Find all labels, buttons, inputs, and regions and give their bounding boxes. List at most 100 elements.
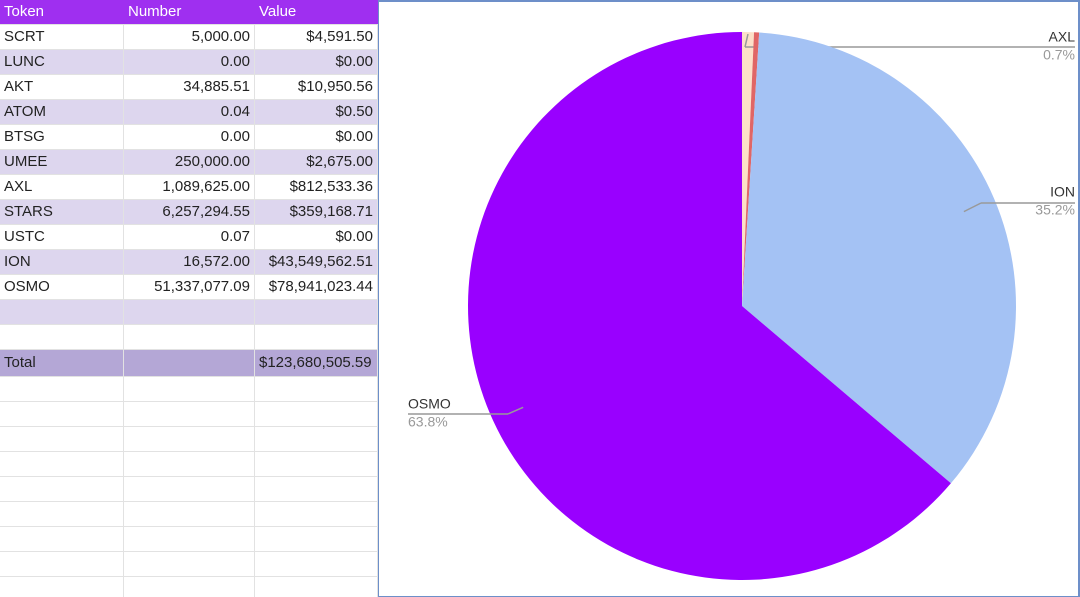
table-row: UMEE 250,000.00 $2,675.00 <box>0 150 378 175</box>
total-row: Total $123,680,505.59 <box>0 350 378 377</box>
cell[interactable] <box>124 427 255 451</box>
cell[interactable] <box>124 402 255 426</box>
cell[interactable] <box>255 577 378 597</box>
empty-row <box>0 502 378 527</box>
cell[interactable]: 51,337,077.09 <box>124 275 255 299</box>
pie-slice <box>742 32 760 306</box>
cell[interactable] <box>0 452 124 476</box>
pie-slice <box>742 32 1016 484</box>
cell[interactable]: Total <box>0 350 124 376</box>
cell[interactable]: $123,680,505.59 <box>255 350 378 376</box>
cell[interactable]: OSMO <box>0 275 124 299</box>
cell[interactable]: $359,168.71 <box>255 200 378 224</box>
cell[interactable] <box>124 527 255 551</box>
table-row: ION 16,572.00 $43,549,562.51 <box>0 250 378 275</box>
cell[interactable] <box>124 577 255 597</box>
cell[interactable] <box>0 527 124 551</box>
slice-percent: 0.7% <box>1043 47 1075 63</box>
pie-chart: AXL 0.7% ION 35.2% OSMO 63.8% <box>378 0 1080 597</box>
table-row: AKT 34,885.51 $10,950.56 <box>0 75 378 100</box>
cell[interactable] <box>124 325 255 349</box>
cell[interactable]: $2,675.00 <box>255 150 378 174</box>
cell[interactable] <box>124 300 255 324</box>
cell[interactable] <box>124 502 255 526</box>
table-row: STARS 6,257,294.55 $359,168.71 <box>0 200 378 225</box>
cell[interactable] <box>255 377 378 401</box>
empty-row <box>0 527 378 552</box>
cell[interactable] <box>255 402 378 426</box>
cell[interactable]: $0.50 <box>255 100 378 124</box>
table-row: USTC 0.07 $0.00 <box>0 225 378 250</box>
table-row: BTSG 0.00 $0.00 <box>0 125 378 150</box>
cell[interactable] <box>0 402 124 426</box>
cell[interactable] <box>255 502 378 526</box>
empty-row <box>0 477 378 502</box>
empty-row <box>0 325 378 350</box>
cell[interactable]: ATOM <box>0 100 124 124</box>
cell[interactable] <box>0 577 124 597</box>
cell[interactable]: 5,000.00 <box>124 25 255 49</box>
cell[interactable] <box>255 552 378 576</box>
cell[interactable]: BTSG <box>0 125 124 149</box>
cell[interactable]: 0.04 <box>124 100 255 124</box>
cell[interactable]: 0.00 <box>124 50 255 74</box>
cell[interactable]: STARS <box>0 200 124 224</box>
cell[interactable]: 0.00 <box>124 125 255 149</box>
cell[interactable]: 6,257,294.55 <box>124 200 255 224</box>
cell[interactable]: AXL <box>0 175 124 199</box>
cell[interactable] <box>0 552 124 576</box>
cell[interactable] <box>255 427 378 451</box>
table-row: SCRT 5,000.00 $4,591.50 <box>0 25 378 50</box>
cell[interactable]: $43,549,562.51 <box>255 250 378 274</box>
cell[interactable] <box>124 350 255 376</box>
cell[interactable] <box>0 377 124 401</box>
empty-row <box>0 452 378 477</box>
cell[interactable]: $0.00 <box>255 225 378 249</box>
table-row: AXL 1,089,625.00 $812,533.36 <box>0 175 378 200</box>
cell[interactable]: 250,000.00 <box>124 150 255 174</box>
header-cell[interactable]: Value <box>255 0 378 24</box>
cell[interactable]: $0.00 <box>255 50 378 74</box>
cell[interactable]: ION <box>0 250 124 274</box>
cell[interactable] <box>124 477 255 501</box>
cell[interactable]: $78,941,023.44 <box>255 275 378 299</box>
cell[interactable]: LUNC <box>0 50 124 74</box>
pie-slice <box>468 31 951 580</box>
cell[interactable]: 0.07 <box>124 225 255 249</box>
slice-label: AXL <box>1049 29 1076 45</box>
cell[interactable] <box>0 502 124 526</box>
cell[interactable]: 1,089,625.00 <box>124 175 255 199</box>
cell[interactable] <box>124 377 255 401</box>
cell[interactable]: $812,533.36 <box>255 175 378 199</box>
cell[interactable]: $0.00 <box>255 125 378 149</box>
cell[interactable] <box>124 452 255 476</box>
cell[interactable] <box>0 300 124 324</box>
cell[interactable]: AKT <box>0 75 124 99</box>
table-row: OSMO 51,337,077.09 $78,941,023.44 <box>0 275 378 300</box>
cell[interactable]: 34,885.51 <box>124 75 255 99</box>
cell[interactable] <box>255 452 378 476</box>
empty-row <box>0 577 378 597</box>
cell[interactable] <box>255 325 378 349</box>
header-cell[interactable]: Token <box>0 0 124 24</box>
cell[interactable] <box>124 552 255 576</box>
header-cell[interactable]: Number <box>124 0 255 24</box>
cell[interactable] <box>255 527 378 551</box>
leader-line <box>507 406 524 415</box>
cell[interactable] <box>255 300 378 324</box>
cell[interactable]: 16,572.00 <box>124 250 255 274</box>
cell[interactable]: USTC <box>0 225 124 249</box>
cell[interactable] <box>255 477 378 501</box>
cell[interactable] <box>0 325 124 349</box>
cell[interactable]: $4,591.50 <box>255 25 378 49</box>
slice-percent: 35.2% <box>1035 202 1075 218</box>
cell[interactable]: $10,950.56 <box>255 75 378 99</box>
cell[interactable]: UMEE <box>0 150 124 174</box>
cell[interactable] <box>0 427 124 451</box>
cell[interactable] <box>0 477 124 501</box>
table-row: ATOM 0.04 $0.50 <box>0 100 378 125</box>
cell[interactable]: SCRT <box>0 25 124 49</box>
header-row: Token Number Value <box>0 0 378 25</box>
leader-line <box>963 202 982 213</box>
